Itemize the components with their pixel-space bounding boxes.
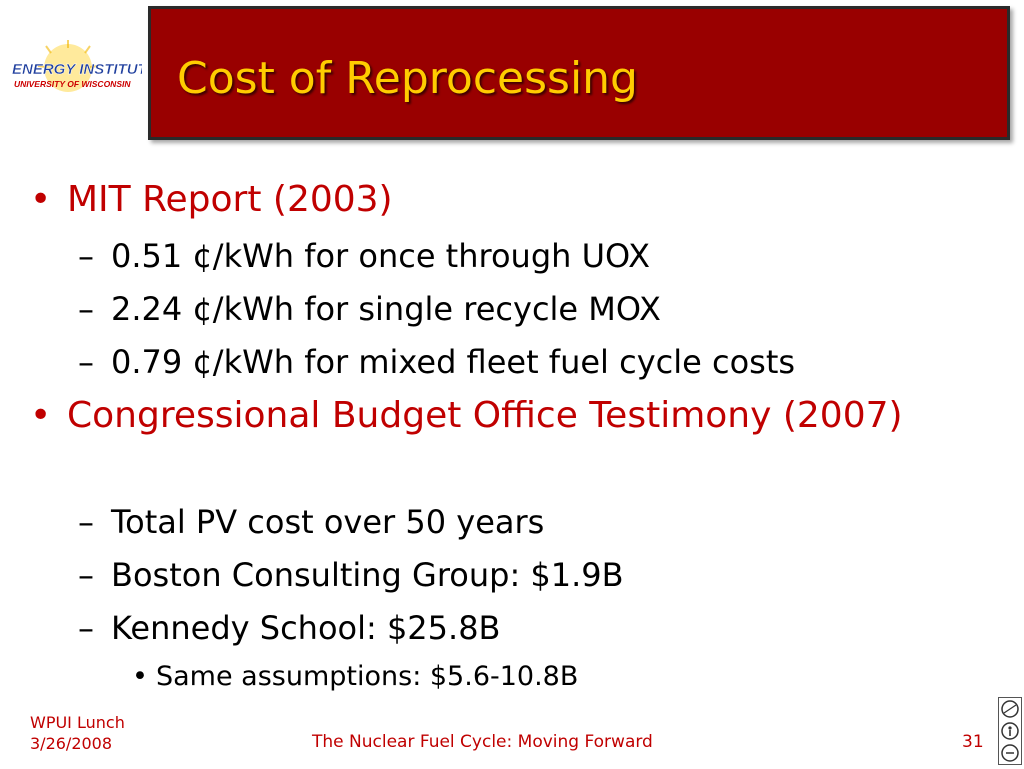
sub-bullet-item: – Total PV cost over 50 years <box>78 502 544 542</box>
bullet-item: • Congressional Budget Office Testimony … <box>30 392 997 440</box>
dash-marker: – <box>78 503 94 541</box>
sub-bullet-item: – Boston Consulting Group: $1.9B <box>78 555 624 595</box>
bullet-text: MIT Report (2003) <box>67 179 393 220</box>
energy-institute-logo: ENERGY INSTITUTE UNIVERSITY OF WISCONSIN <box>10 40 158 110</box>
logo-line2: UNIVERSITY OF WISCONSIN <box>14 79 131 89</box>
bullet-marker: • <box>30 179 52 220</box>
bullet-text: Congressional Budget Office Testimony (2… <box>67 395 903 436</box>
dash-marker: – <box>78 290 94 328</box>
bullet-marker: • <box>132 661 148 692</box>
sub-sub-bullet-item: • Same assumptions: $5.6-10.8B <box>132 660 578 694</box>
sub-bullet-text: Total PV cost over 50 years <box>111 503 545 541</box>
footer-event-info: WPUI Lunch 3/26/2008 <box>30 712 125 754</box>
sub-bullet-text: 2.24 ¢/kWh for single recycle MOX <box>111 290 661 328</box>
sub-bullet-text: 0.79 ¢/kWh for mixed fleet fuel cycle co… <box>111 343 796 381</box>
sub-bullet-text: Kennedy School: $25.8B <box>111 609 501 647</box>
sub-bullet-text: Boston Consulting Group: $1.9B <box>111 556 624 594</box>
sub-bullet-item: – Kennedy School: $25.8B <box>78 608 501 648</box>
footer-title: The Nuclear Fuel Cycle: Moving Forward <box>312 732 653 752</box>
dash-marker: – <box>78 237 94 275</box>
sub-bullet-text: 0.51 ¢/kWh for once through UOX <box>111 237 651 275</box>
creative-commons-icon <box>998 697 1022 765</box>
dash-marker: – <box>78 343 94 381</box>
sub-sub-bullet-text: Same assumptions: $5.6-10.8B <box>156 661 579 692</box>
footer-event: WPUI Lunch <box>30 713 125 732</box>
bullet-marker: • <box>30 395 52 436</box>
dash-marker: – <box>78 556 94 594</box>
logo-line1: ENERGY INSTITUTE <box>12 61 142 78</box>
slide-number: 31 <box>962 732 984 752</box>
sub-bullet-item: –2.24 ¢/kWh for single recycle MOX <box>78 289 661 329</box>
slide-title: Cost of Reprocessing <box>177 53 638 104</box>
footer-date: 3/26/2008 <box>30 734 113 753</box>
bullet-item: • MIT Report (2003) <box>30 176 997 224</box>
dash-marker: – <box>78 609 94 647</box>
sub-bullet-item: –0.51 ¢/kWh for once through UOX <box>78 236 650 276</box>
sub-bullet-item: –0.79 ¢/kWh for mixed fleet fuel cycle c… <box>78 342 795 382</box>
title-bar: Cost of Reprocessing <box>148 6 1010 140</box>
